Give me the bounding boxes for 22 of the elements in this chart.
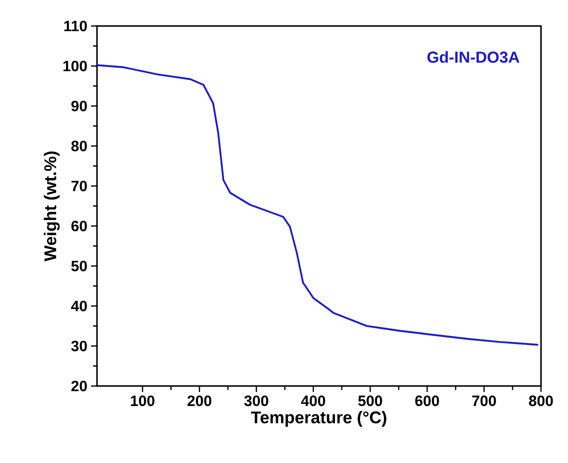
y-tick-label: 90	[71, 100, 87, 112]
x-tick-label: 100	[131, 396, 154, 406]
x-tick-label: 500	[358, 396, 382, 406]
x-axis-title: Temperature (°C)	[251, 410, 386, 427]
y-tick-label: 30	[71, 340, 87, 352]
y-tick-label: 100	[63, 60, 87, 72]
x-tick-label: 700	[472, 396, 496, 406]
y-tick-label: 20	[71, 380, 87, 392]
x-tick-label: 600	[415, 396, 439, 406]
y-tick-label: 40	[71, 300, 87, 312]
y-tick-label: 70	[72, 180, 87, 192]
y-tick-label: 50	[71, 260, 87, 272]
y-tick-label: 80	[71, 140, 87, 152]
text: Gd-IN-DO3A	[427, 51, 520, 63]
x-tick-label: 300	[244, 396, 268, 406]
y-tick-label: 110	[64, 20, 87, 32]
y-tick-label: 60	[71, 220, 87, 232]
y-axis-title: Weight (wt.%)	[44, 152, 60, 262]
x-tick-label: 800	[529, 396, 553, 406]
line-series	[97, 64, 540, 346]
x-tick-label: 200	[188, 396, 212, 406]
x-tick-label: 400	[301, 396, 326, 406]
